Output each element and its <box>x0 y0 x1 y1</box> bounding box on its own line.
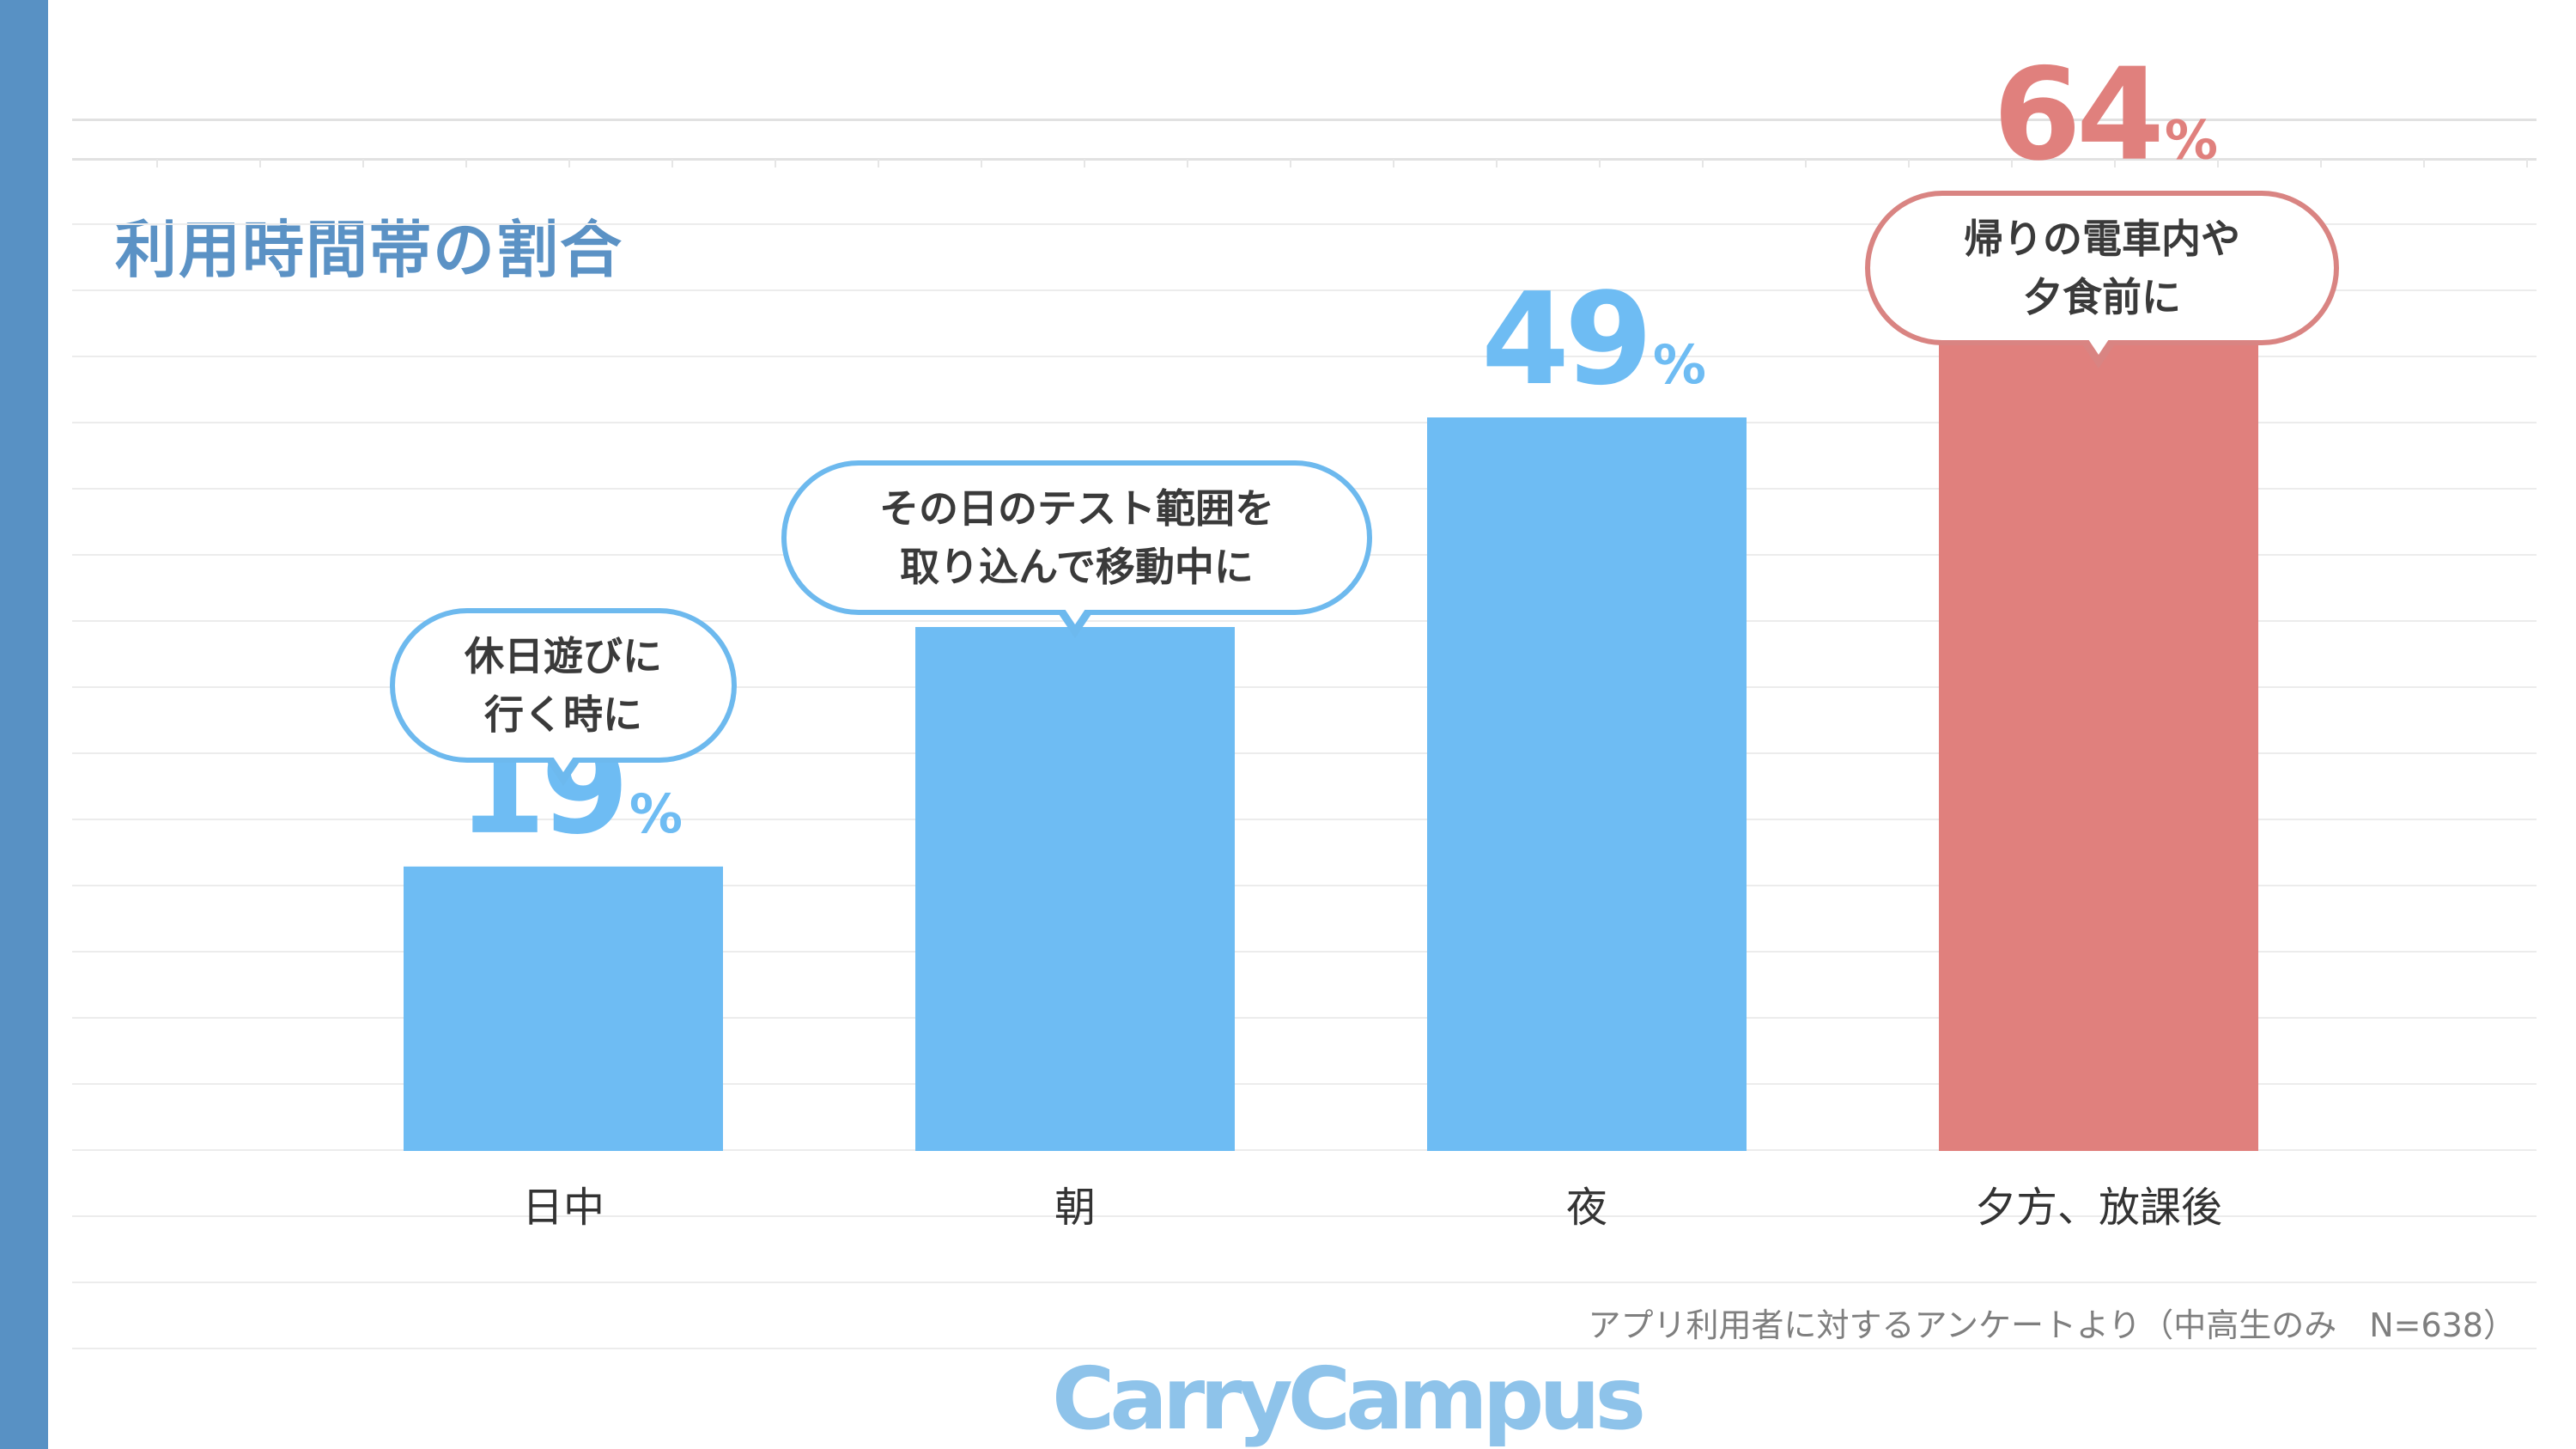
callout-bubble: 休日遊びに 行く時に <box>390 608 737 763</box>
bar <box>404 866 723 1151</box>
callout-text: 行く時に <box>484 691 642 738</box>
callout-pointer-fill <box>2088 339 2109 355</box>
callout-bubble: その日のテスト範囲を 取り込んで移動中に <box>781 460 1372 615</box>
value-label: 64% <box>1993 41 2218 189</box>
brand-logo: CarryCampus <box>1052 1349 1646 1449</box>
header-divider-2 <box>72 158 2537 161</box>
header-divider <box>72 119 2537 121</box>
left-accent-band <box>0 0 48 1449</box>
callout-bubble: 帰りの電車内や 夕食前に <box>1865 191 2339 345</box>
category-label: 夜 <box>1566 1184 1607 1232</box>
category-label: 夕方、放課後 <box>1975 1184 2222 1232</box>
bar <box>915 627 1235 1151</box>
callout-text: その日のテスト範囲を <box>879 485 1274 532</box>
slide-title: 利用時間帯の割合 <box>115 214 624 286</box>
callout-pointer-fill <box>553 757 574 772</box>
bar <box>1427 417 1747 1151</box>
callout-text: 帰りの電車内や <box>1964 216 2240 262</box>
callout-text: 夕食前に <box>2023 274 2181 320</box>
source-note: アプリ利用者に対するアンケートより（中高生のみ N=638） <box>1588 1306 2516 1344</box>
category-label: 日中 <box>522 1184 605 1232</box>
callout-text: 取り込んで移動中に <box>900 544 1254 590</box>
value-label: 49% <box>1481 265 1706 413</box>
callout-pointer-fill <box>1065 609 1085 624</box>
callout-text: 休日遊びに <box>465 633 662 679</box>
category-label: 朝 <box>1054 1184 1096 1232</box>
